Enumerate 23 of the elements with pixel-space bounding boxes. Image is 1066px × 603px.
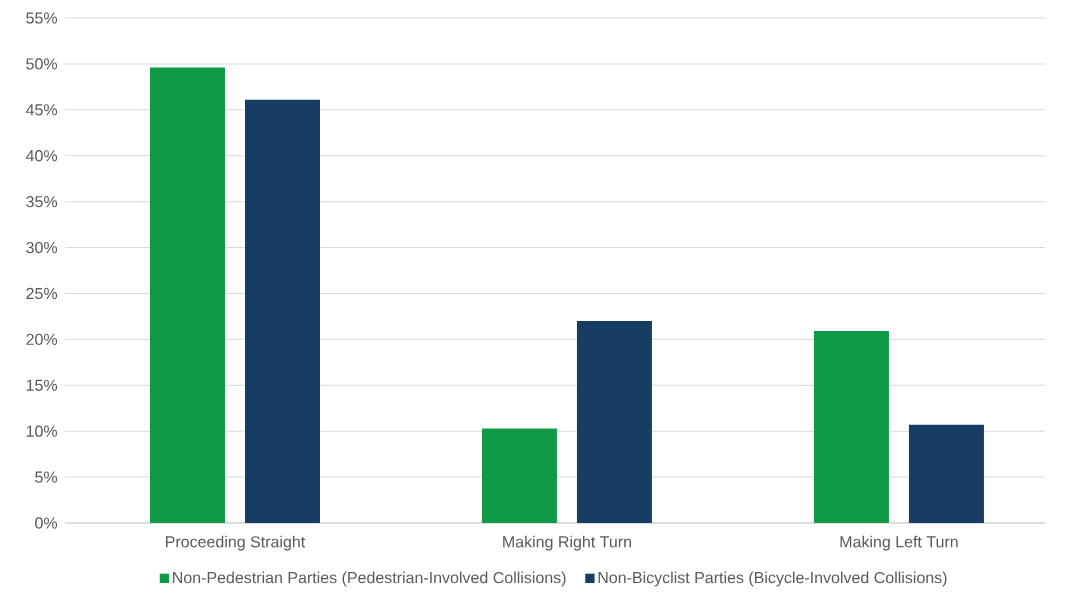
legend-label: Non-Pedestrian Parties (Pedestrian-Involved Collisions): [173, 571, 566, 587]
y-tick-label: 30%: [26, 241, 58, 254]
x-tick-label: Making Right Turn: [503, 535, 631, 551]
bar: [149, 67, 225, 523]
y-tick-label: 45%: [25, 104, 58, 116]
x-tick-label: Making Left Turn: [840, 535, 958, 551]
y-tick-label: 5%: [35, 471, 58, 483]
bar: [813, 331, 889, 523]
y-tick-label: 50%: [26, 58, 58, 70]
y-tick-label: 10%: [26, 425, 58, 437]
x-tick-label: Proceeding Straight: [166, 535, 306, 551]
y-tick-label: 35%: [26, 195, 58, 208]
y-tick-label: 25%: [26, 287, 58, 300]
legend-label: Non-Bicyclist Parties (Bicycle-Involved Collisions): [598, 571, 947, 587]
bar: [481, 428, 557, 523]
y-tick-label: 55%: [26, 12, 58, 24]
bar: [908, 424, 984, 523]
bar: [576, 321, 652, 523]
y-tick-label: 0%: [35, 517, 58, 529]
y-tick-label: 15%: [26, 379, 58, 391]
y-tick-label: 20%: [26, 333, 58, 346]
bar: [244, 99, 320, 523]
y-tick-label: 40%: [25, 150, 58, 162]
